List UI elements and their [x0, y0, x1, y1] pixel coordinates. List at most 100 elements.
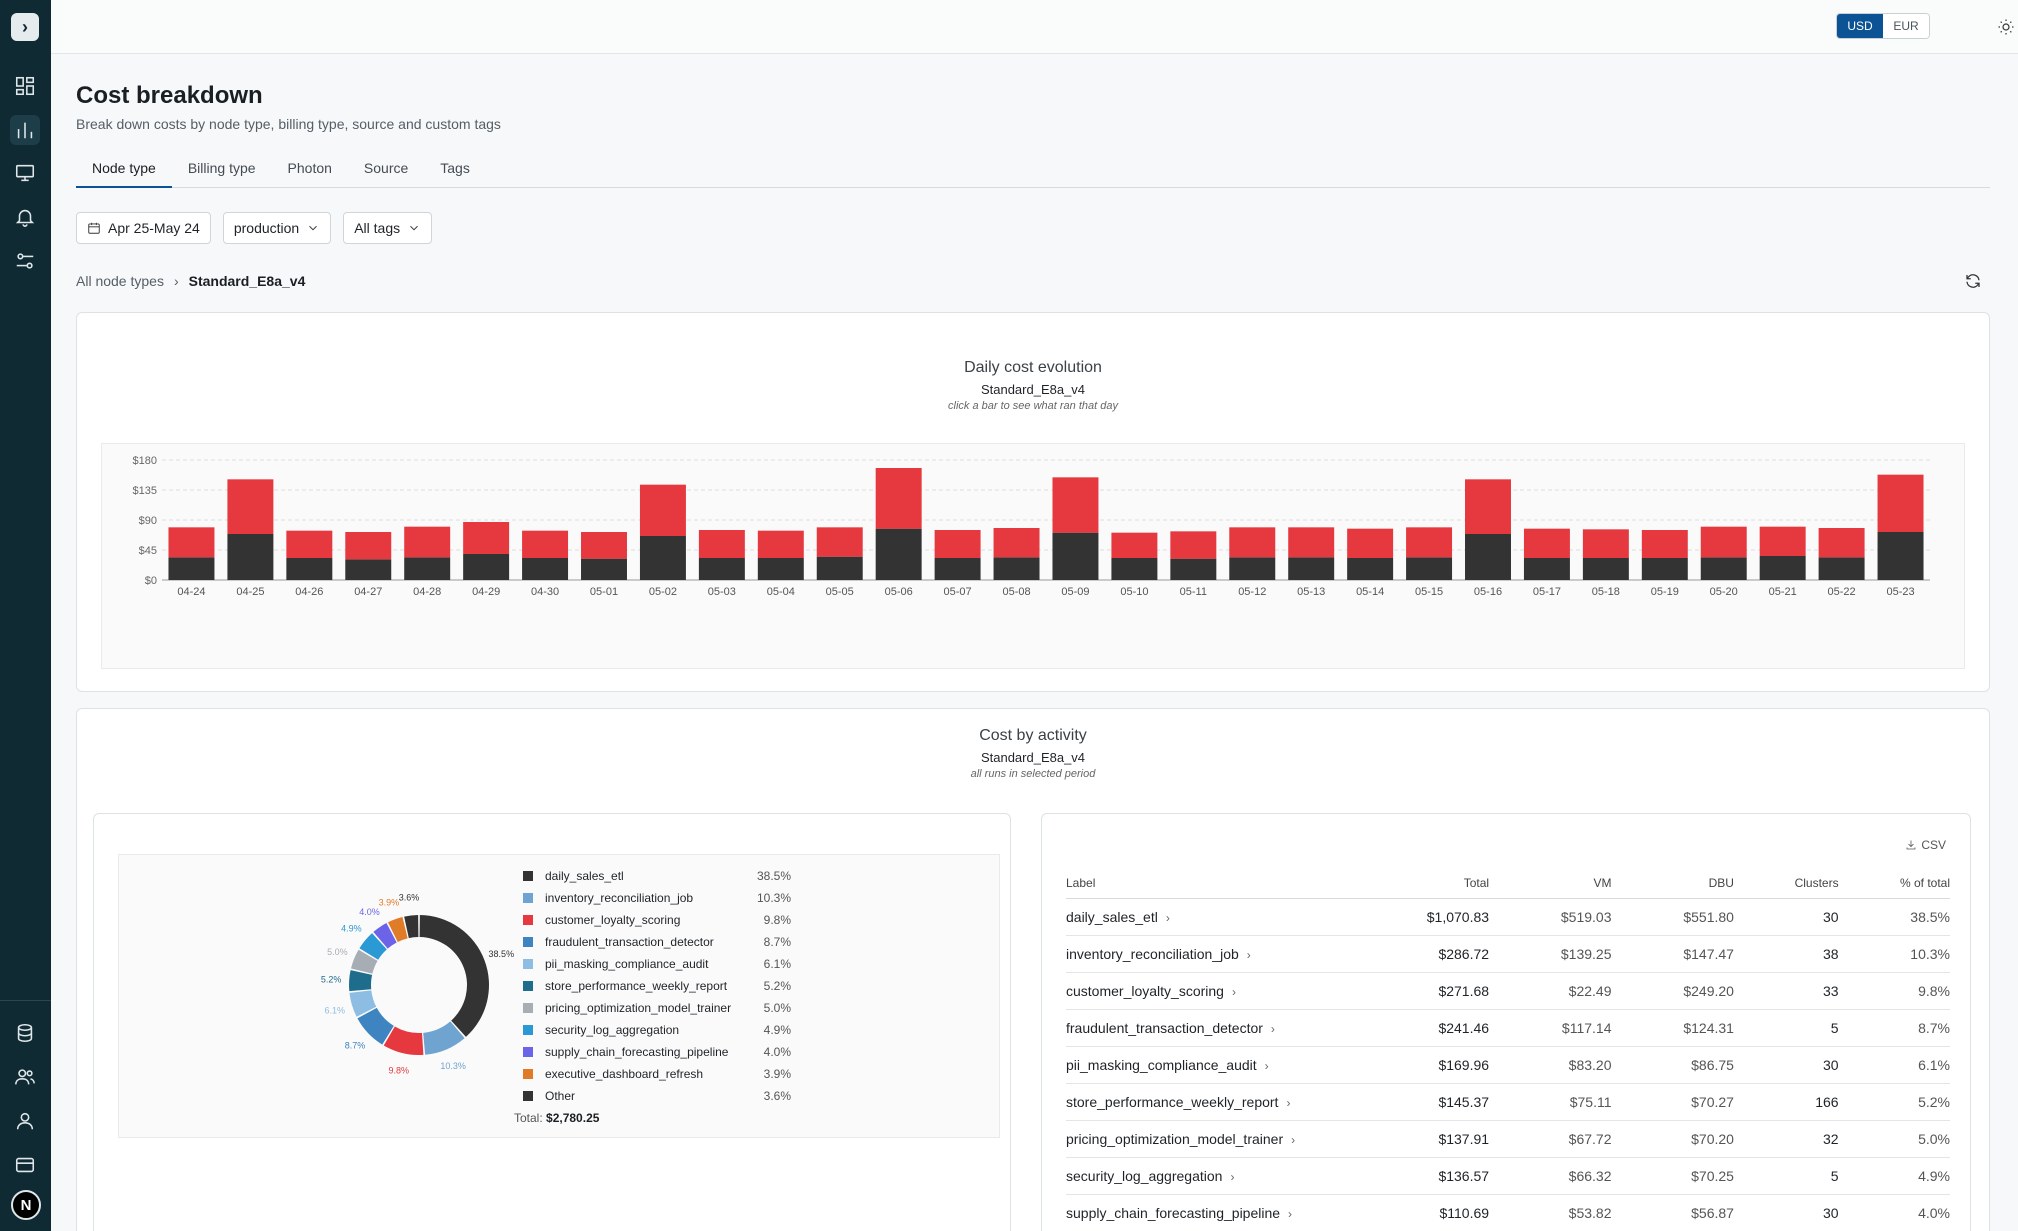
bar-segment-top[interactable] [934, 530, 981, 558]
bar-segment-base[interactable] [698, 558, 745, 580]
bar-segment-base[interactable] [1229, 557, 1276, 580]
environment-select[interactable]: production [222, 212, 332, 244]
cell-label[interactable]: customer_loyalty_scoring › [1066, 972, 1367, 1010]
bar-segment-top[interactable] [463, 522, 510, 554]
billing-icon[interactable] [10, 1150, 40, 1180]
tab-source[interactable]: Source [363, 160, 409, 176]
theme-toggle-icon[interactable] [1993, 14, 2018, 40]
cell-label[interactable]: supply_chain_forecasting_pipeline › [1066, 1194, 1367, 1231]
bar-segment-top[interactable] [404, 526, 451, 558]
bar-segment-base[interactable] [875, 528, 922, 580]
table-row[interactable]: daily_sales_etl › $1,070.83 $519.03 $551.80 3… [1066, 898, 1950, 936]
bar-segment-top[interactable] [1406, 527, 1453, 558]
dashboard-icon[interactable] [10, 71, 40, 101]
table-row[interactable]: store_performance_weekly_report › $145.37 $… [1066, 1083, 1950, 1121]
cost-analytics-icon[interactable] [10, 115, 40, 145]
tags-select[interactable]: All tags [343, 212, 433, 244]
col-dbu[interactable]: DBU [1611, 868, 1734, 899]
bar-segment-top[interactable] [1641, 530, 1688, 558]
bar-segment-base[interactable] [1700, 557, 1747, 580]
bar-segment-base[interactable] [639, 536, 686, 580]
bar-segment-base[interactable] [1877, 532, 1924, 580]
bar-segment-base[interactable] [1818, 557, 1865, 580]
bar-segment-top[interactable] [1288, 527, 1335, 558]
col-label[interactable]: Label [1066, 868, 1367, 899]
legend-item[interactable]: executive_dashboard_refresh 3.9% [523, 1063, 803, 1085]
donut-slice[interactable] [349, 970, 373, 992]
bar-segment-base[interactable] [757, 558, 804, 580]
tab-photon[interactable]: Photon [287, 160, 332, 176]
bar-segment-base[interactable] [1641, 558, 1688, 580]
refresh-icon[interactable] [1964, 272, 1984, 292]
donut-slice[interactable] [388, 916, 408, 942]
bar-segment-base[interactable] [1170, 558, 1217, 580]
bar-segment-top[interactable] [1111, 532, 1158, 558]
legend-item[interactable]: fraudulent_transaction_detector 8.7% [523, 931, 803, 953]
bar-segment-base[interactable] [581, 558, 627, 580]
tab-tags[interactable]: Tags [440, 160, 470, 176]
bar-segment-top[interactable] [875, 468, 922, 529]
donut-slice[interactable] [423, 1021, 465, 1055]
bar-segment-top[interactable] [1582, 529, 1629, 558]
bar-segment-top[interactable] [1229, 527, 1276, 558]
bar-segment-top[interactable] [757, 530, 804, 558]
col-total[interactable]: Total [1366, 868, 1490, 899]
legend-item[interactable]: pricing_optimization_model_trainer 5.0% [523, 997, 803, 1019]
bar-segment-base[interactable] [1347, 558, 1394, 580]
cell-label[interactable]: pii_masking_compliance_audit › [1066, 1046, 1367, 1084]
bar-segment-top[interactable] [1877, 474, 1924, 532]
donut-slice[interactable] [357, 1007, 394, 1045]
bar-segment-top[interactable] [1465, 479, 1511, 534]
bar-segment-base[interactable] [404, 557, 451, 580]
table-row[interactable]: pii_masking_compliance_audit › $169.96 $83.… [1066, 1046, 1950, 1084]
col-pct-total[interactable]: % of total [1838, 868, 1950, 899]
csv-export-button[interactable]: CSV [1905, 838, 1946, 852]
cell-label[interactable]: fraudulent_transaction_detector › [1066, 1009, 1367, 1047]
bar-segment-base[interactable] [522, 558, 569, 580]
bar-segment-top[interactable] [698, 530, 745, 558]
sidebar-expand-button[interactable]: › [11, 13, 39, 41]
donut-slice[interactable] [383, 1026, 424, 1055]
legend-item[interactable]: security_log_aggregation 4.9% [523, 1019, 803, 1041]
currency-usd-button[interactable]: USD [1837, 14, 1883, 38]
donut-slice[interactable] [419, 915, 489, 1037]
bar-segment-base[interactable] [1052, 532, 1099, 580]
bar-segment-top[interactable] [1052, 477, 1099, 533]
bar-segment-base[interactable] [993, 557, 1040, 580]
cell-label[interactable]: store_performance_weekly_report › [1066, 1083, 1367, 1121]
bar-segment-top[interactable] [1818, 528, 1865, 558]
database-icon[interactable] [10, 1018, 40, 1048]
table-row[interactable]: security_log_aggregation › $136.57 $66.32 $7… [1066, 1157, 1950, 1195]
compute-icon[interactable] [10, 158, 40, 188]
bar-segment-top[interactable] [1170, 531, 1217, 559]
legend-item[interactable]: inventory_reconciliation_job 10.3% [523, 887, 803, 909]
user-icon[interactable] [10, 1106, 40, 1136]
bar-segment-base[interactable] [816, 556, 863, 580]
bar-segment-top[interactable] [1759, 526, 1806, 556]
cell-label[interactable]: inventory_reconciliation_job › [1066, 935, 1367, 973]
bar-segment-top[interactable] [168, 527, 215, 558]
bar-segment-top[interactable] [816, 527, 863, 557]
bar-segment-base[interactable] [345, 559, 392, 580]
cell-label[interactable]: pricing_optimization_model_trainer › [1066, 1120, 1367, 1158]
donut-slice[interactable] [349, 990, 377, 1017]
donut-slice[interactable] [359, 933, 387, 960]
alerts-icon[interactable] [10, 202, 40, 232]
bar-segment-top[interactable] [1700, 526, 1747, 558]
bar-segment-base[interactable] [1111, 558, 1158, 580]
cell-label[interactable]: security_log_aggregation › [1066, 1157, 1367, 1195]
bar-segment-base[interactable] [1523, 558, 1570, 580]
table-row[interactable]: pricing_optimization_model_trainer › $137.… [1066, 1120, 1950, 1158]
bar-segment-base[interactable] [1406, 557, 1453, 580]
breadcrumb-root[interactable]: All node types [76, 273, 164, 289]
table-row[interactable]: customer_loyalty_scoring › $271.68 $22.49 $2… [1066, 972, 1950, 1010]
bar-segment-base[interactable] [286, 558, 333, 580]
bar-segment-base[interactable] [1288, 557, 1335, 580]
currency-eur-button[interactable]: EUR [1883, 14, 1929, 38]
bar-segment-top[interactable] [286, 530, 333, 558]
bar-segment-base[interactable] [463, 554, 510, 580]
bar-segment-top[interactable] [639, 484, 686, 536]
legend-item[interactable]: Other 3.6% [523, 1085, 803, 1107]
settings-sliders-icon[interactable] [10, 246, 40, 276]
table-row[interactable]: inventory_reconciliation_job › $286.72 $139… [1066, 935, 1950, 973]
